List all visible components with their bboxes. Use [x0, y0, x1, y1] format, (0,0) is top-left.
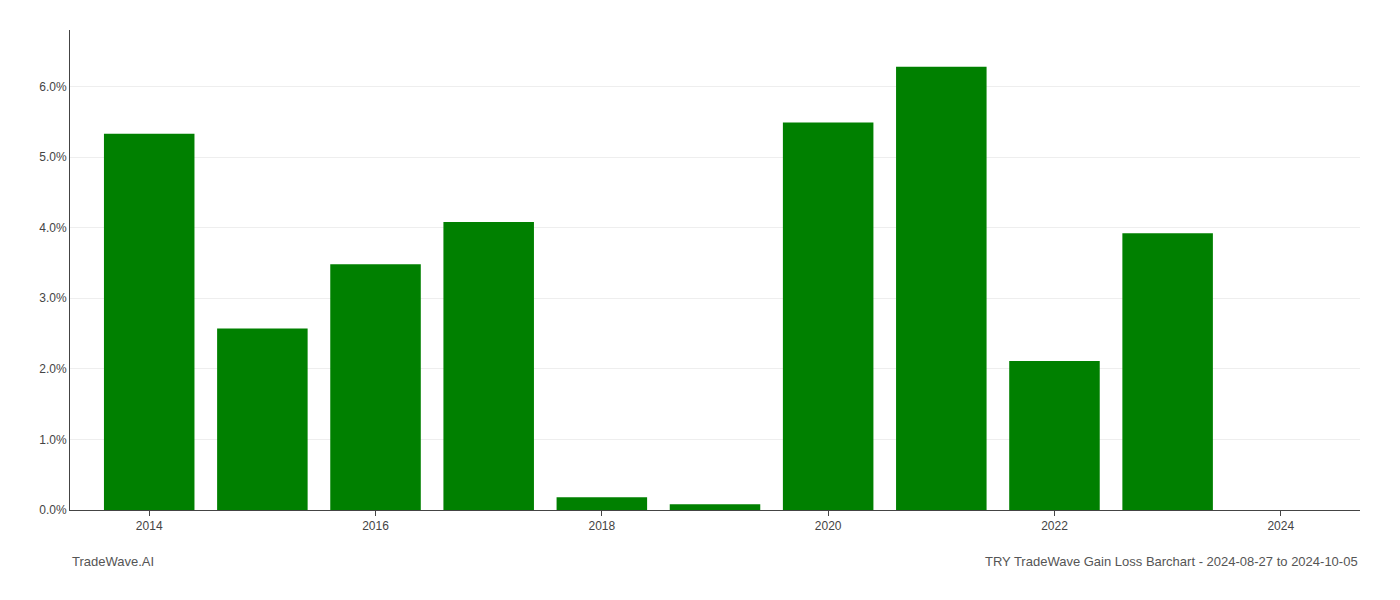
svg-text:2014: 2014 — [136, 519, 163, 533]
svg-text:2018: 2018 — [588, 519, 615, 533]
svg-text:2022: 2022 — [1041, 519, 1068, 533]
svg-text:TradeWave.AI: TradeWave.AI — [72, 554, 154, 569]
svg-text:2016: 2016 — [362, 519, 389, 533]
svg-text:2024: 2024 — [1267, 519, 1294, 533]
svg-text:6.0%: 6.0% — [39, 80, 67, 94]
svg-text:3.0%: 3.0% — [39, 291, 67, 305]
svg-text:2.0%: 2.0% — [39, 362, 67, 376]
svg-text:2020: 2020 — [815, 519, 842, 533]
svg-text:4.0%: 4.0% — [39, 221, 67, 235]
svg-text:0.0%: 0.0% — [39, 503, 67, 517]
svg-text:5.0%: 5.0% — [39, 150, 67, 164]
svg-text:TRY TradeWave Gain Loss Barcha: TRY TradeWave Gain Loss Barchart - 2024-… — [985, 554, 1358, 569]
svg-text:1.0%: 1.0% — [39, 433, 67, 447]
